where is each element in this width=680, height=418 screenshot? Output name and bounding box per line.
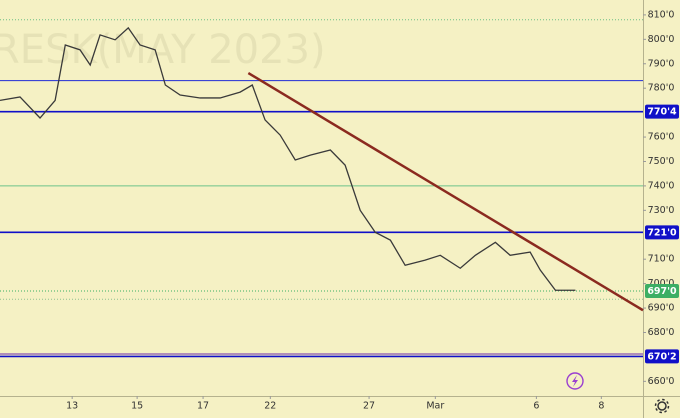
x-tick-label: 17 (197, 401, 209, 412)
y-tick-label: 760'0 (648, 132, 675, 143)
x-tick-label: 15 (131, 401, 143, 412)
y-tick-label: 680'0 (648, 327, 675, 338)
x-tick-label: 13 (66, 401, 78, 412)
y-tick-label: 780'0 (648, 83, 675, 94)
level-label-box (645, 225, 679, 240)
level-label-box (645, 349, 679, 364)
level-label: 697'0 (647, 286, 677, 297)
y-tick-label: 750'0 (648, 156, 675, 167)
y-tick-label: 690'0 (648, 303, 675, 314)
y-tick-label: 800'0 (648, 34, 675, 45)
price-line (0, 26, 576, 291)
level-label-box (645, 104, 679, 119)
y-tick-label: 710'0 (648, 254, 675, 265)
watermark: RESK(MAY 2023) (0, 27, 326, 73)
y-tick-label: 790'0 (648, 58, 675, 69)
x-tick-label: 27 (363, 401, 375, 412)
y-tick-label: 810'0 (648, 9, 675, 20)
x-tick-label: 6 (533, 401, 539, 412)
y-tick-label: 740'0 (648, 180, 675, 191)
level-label: 670'2 (647, 351, 676, 362)
x-tick-label: 22 (264, 401, 276, 412)
y-tick-label: 700'0 (648, 278, 675, 289)
level-label-box (645, 283, 679, 298)
x-tick-label: Mar (426, 401, 444, 412)
level-label: 721'0 (647, 227, 677, 238)
y-tick-label: 730'0 (648, 205, 675, 216)
y-tick-label: 660'0 (648, 376, 675, 387)
settings-icon[interactable] (654, 398, 670, 414)
level-label: 770'4 (647, 107, 677, 118)
x-tick-label: 8 (598, 401, 604, 412)
lightning-icon[interactable] (566, 372, 584, 390)
trend-line (247, 71, 644, 312)
